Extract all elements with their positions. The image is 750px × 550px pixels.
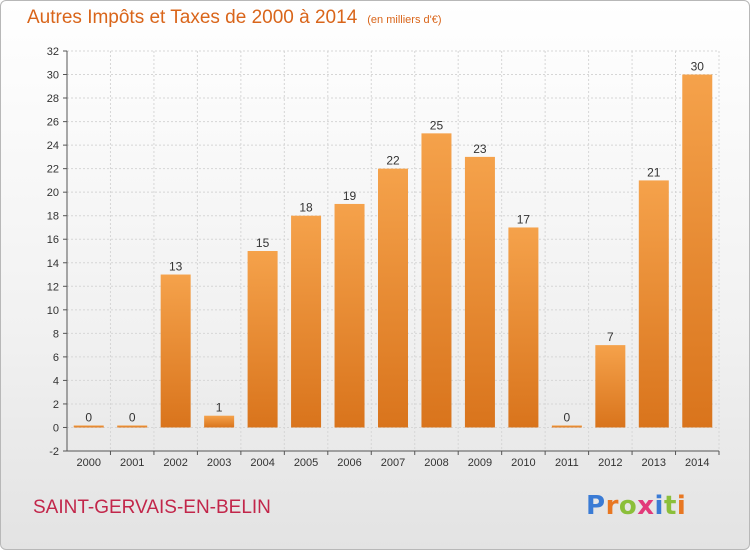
data-label: 0 — [129, 410, 136, 424]
x-tick-label: 2014 — [685, 457, 709, 469]
data-label: 30 — [691, 60, 705, 74]
y-tick-label: 4 — [53, 375, 59, 387]
data-label: 0 — [85, 410, 92, 424]
title-row: Autres Impôts et Taxes de 2000 à 2014 (e… — [27, 7, 442, 29]
y-tick-label: 12 — [47, 281, 59, 293]
bar — [247, 251, 278, 428]
bar — [551, 425, 582, 428]
bar — [464, 156, 495, 428]
y-tick-label: 14 — [47, 258, 59, 270]
logo-letter: i — [654, 491, 664, 521]
x-tick-label: 2002 — [163, 457, 187, 469]
commune-name: SAINT-GERVAIS-EN-BELIN — [33, 497, 271, 518]
y-tick-label: 20 — [47, 187, 59, 199]
bar — [638, 180, 669, 428]
data-label: 17 — [517, 212, 531, 226]
chart-title: Autres Impôts et Taxes de 2000 à 2014 — [27, 7, 358, 28]
y-tick-label: -2 — [49, 446, 59, 458]
bar-layer — [73, 74, 713, 428]
x-tick-label: 2008 — [424, 457, 448, 469]
x-tick-label: 2007 — [381, 457, 405, 469]
bar — [204, 415, 235, 428]
y-tick-label: 18 — [47, 211, 59, 223]
x-tick-label: 2012 — [598, 457, 622, 469]
x-tick-label: 2009 — [468, 457, 492, 469]
proxiti-logo: Proxiti — [586, 491, 686, 521]
y-tick-label: 24 — [47, 140, 59, 152]
y-tick-label: 28 — [47, 93, 59, 105]
data-label: 23 — [473, 142, 487, 156]
logo-letter: r — [605, 491, 619, 521]
data-label: 1 — [216, 401, 223, 415]
data-label: 25 — [430, 118, 444, 132]
logo-letter: P — [586, 491, 606, 521]
data-label: 15 — [256, 236, 270, 250]
y-tick-label: 22 — [47, 164, 59, 176]
bar — [595, 345, 626, 428]
y-tick-label: 0 — [53, 422, 59, 434]
y-tick-label: 26 — [47, 117, 59, 129]
logo-letter: o — [618, 491, 638, 521]
bar — [291, 215, 322, 428]
x-tick-label: 2011 — [555, 457, 579, 469]
bar — [421, 133, 452, 428]
logo-letter: i — [676, 491, 687, 521]
bar — [378, 168, 408, 428]
label-layer: -202468101214161820222426283032020000200… — [47, 46, 710, 469]
logo-letter: t — [663, 491, 677, 521]
x-tick-label: 2003 — [207, 457, 231, 469]
bar — [508, 227, 539, 428]
x-tick-label: 2004 — [250, 457, 274, 469]
bar — [160, 274, 191, 428]
x-tick-label: 2001 — [120, 457, 144, 469]
data-label: 13 — [169, 260, 183, 274]
data-label: 18 — [299, 201, 313, 215]
bar — [334, 203, 365, 428]
x-tick-label: 2010 — [511, 457, 535, 469]
x-tick-label: 2013 — [642, 457, 666, 469]
x-tick-label: 2005 — [294, 457, 318, 469]
y-tick-label: 32 — [47, 46, 59, 58]
chart-subtitle: (en milliers d'€) — [367, 14, 442, 26]
data-label: 21 — [647, 165, 661, 179]
y-tick-label: 16 — [47, 234, 59, 246]
data-label: 7 — [607, 330, 614, 344]
data-label: 0 — [564, 410, 571, 424]
y-tick-label: 2 — [53, 399, 59, 411]
x-tick-label: 2006 — [337, 457, 361, 469]
axis-layer — [63, 50, 720, 455]
y-tick-label: 8 — [53, 328, 59, 340]
data-label: 22 — [386, 154, 400, 168]
bar — [73, 425, 104, 428]
y-tick-label: 30 — [47, 70, 59, 82]
bar — [117, 425, 148, 428]
bar — [682, 74, 713, 428]
data-label: 19 — [343, 189, 357, 203]
y-tick-label: 6 — [53, 352, 59, 364]
y-tick-label: 10 — [47, 305, 59, 317]
logo-letter: x — [637, 491, 655, 521]
x-tick-label: 2000 — [76, 457, 100, 469]
